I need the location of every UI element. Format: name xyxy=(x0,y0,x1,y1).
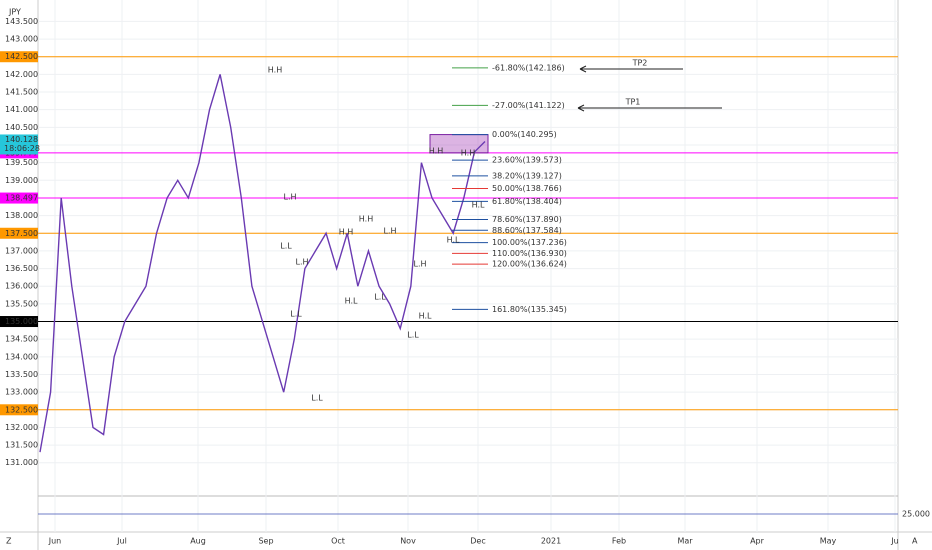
price-line xyxy=(39,74,486,453)
fib-label: 161.80%(135.345) xyxy=(492,305,567,314)
y-tick-label: 134.000 xyxy=(5,352,38,361)
y-tick-label: 133.500 xyxy=(5,370,38,379)
price-tag xyxy=(0,51,38,63)
price-tag-label: 137.500 xyxy=(5,229,38,238)
price-tag-label: 142.500 xyxy=(5,52,38,61)
fib-label: 38.20%(139.127) xyxy=(492,171,562,180)
x-tick-label: Apr xyxy=(750,537,765,546)
target-label: TP1 xyxy=(625,98,641,107)
swing-label: H.L xyxy=(447,236,460,245)
x-tick-label: Nov xyxy=(400,537,416,546)
price-tag xyxy=(0,404,38,416)
swing-label: L.L xyxy=(374,293,386,302)
fib-label: 88.60%(137.584) xyxy=(492,226,562,235)
fib-label: 78.60%(137.890) xyxy=(492,215,562,224)
y-tick-label: 136.000 xyxy=(5,282,38,291)
y-tick-label: 132.000 xyxy=(5,423,38,432)
y-tick-label: 138.000 xyxy=(5,211,38,220)
x-tick-label: Jul xyxy=(116,537,127,546)
oscillator-level-label: 25.000 xyxy=(902,510,930,519)
y-tick-label: 141.000 xyxy=(5,105,38,114)
y-tick-label: 142.000 xyxy=(5,70,38,79)
price-tag xyxy=(0,316,38,328)
fib-label: -61.80%(142.186) xyxy=(492,63,565,72)
x-tick-label: Mar xyxy=(677,537,693,546)
arrow-head xyxy=(579,65,587,73)
y-tick-label: 133.000 xyxy=(5,388,38,397)
swing-label: L.H xyxy=(383,227,396,236)
swing-label: H.H xyxy=(461,149,475,158)
price-tag xyxy=(0,134,38,155)
swing-label: L.L xyxy=(280,242,292,251)
y-tick-label: 136.500 xyxy=(5,264,38,273)
target-label: TP2 xyxy=(632,59,648,68)
swing-label: H.H xyxy=(359,215,373,224)
countdown: 18:06:28 xyxy=(4,144,40,153)
swing-label: H.H xyxy=(429,147,443,156)
price-tag xyxy=(0,192,38,204)
x-tick-label: Aug xyxy=(190,537,206,546)
y-tick-label: 131.000 xyxy=(5,458,38,467)
swing-label: H.L xyxy=(472,201,485,210)
swing-label: H.H xyxy=(268,66,282,75)
y-tick-label: 139.000 xyxy=(5,176,38,185)
y-tick-label: 143.500 xyxy=(5,17,38,26)
swing-label: H.L xyxy=(419,312,432,321)
price-tag-label: 132.500 xyxy=(5,405,38,414)
price-tag-label: 140.128 xyxy=(5,135,38,144)
corner: A xyxy=(912,537,918,546)
swing-label: L.L xyxy=(311,394,323,403)
swing-label: L.L xyxy=(407,331,419,340)
x-tick-label: Oct xyxy=(331,537,345,546)
arrow-head xyxy=(577,104,585,112)
swing-label: H.L xyxy=(345,297,358,306)
y-tick-label: 134.500 xyxy=(5,335,38,344)
corner: Z xyxy=(6,537,12,546)
fib-label: -27.00%(141.122) xyxy=(492,101,565,110)
y-tick-label: 141.500 xyxy=(5,88,38,97)
swing-label: L.H xyxy=(413,260,426,269)
fib-label: 100.00%(137.236) xyxy=(492,238,567,247)
y-tick-label: 143.000 xyxy=(5,35,38,44)
y-tick-label: 137.000 xyxy=(5,246,38,255)
price-tag-label: 135.000 xyxy=(5,317,38,326)
y-tick-label: 139.500 xyxy=(5,158,38,167)
fib-label: 23.60%(139.573) xyxy=(492,156,562,165)
x-tick-label: Feb xyxy=(612,537,626,546)
fib-label: 61.80%(138.404) xyxy=(492,197,562,206)
x-tick-label: 2021 xyxy=(541,537,561,546)
price-tag xyxy=(0,227,38,239)
swing-label: H.H xyxy=(339,228,353,237)
fib-label: 110.00%(136.930) xyxy=(492,249,567,258)
swing-label: L.H xyxy=(283,193,296,202)
fib-label: 120.00%(136.624) xyxy=(492,260,567,269)
x-tick-label: Jun xyxy=(48,537,62,546)
y-tick-label: 140.500 xyxy=(5,123,38,132)
y-tick-label: 135.500 xyxy=(5,299,38,308)
swing-label: L.L xyxy=(290,310,302,319)
x-tick-label: Sep xyxy=(258,537,273,546)
x-tick-label: May xyxy=(820,537,837,546)
x-tick-label: Ju xyxy=(890,537,898,546)
x-tick-label: Dec xyxy=(470,537,485,546)
price-tag-label: 138.497 xyxy=(5,194,38,203)
currency: JPY xyxy=(8,8,21,17)
swing-label: L.H xyxy=(295,258,308,267)
fib-label: 50.00%(138.766) xyxy=(492,184,562,193)
fib-label: 0.00%(140.295) xyxy=(492,130,557,139)
y-tick-label: 131.500 xyxy=(5,441,38,450)
